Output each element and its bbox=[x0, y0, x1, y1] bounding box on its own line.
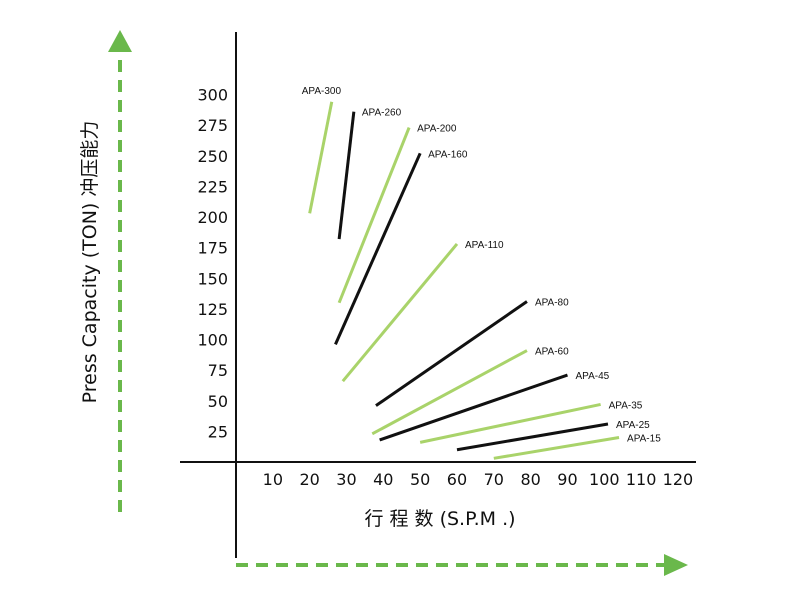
series-label-apa-25: APA-25 bbox=[616, 420, 650, 431]
series-line-apa-160 bbox=[334, 152, 422, 346]
series-line-apa-25 bbox=[456, 422, 609, 452]
series-label-apa-300: APA-300 bbox=[302, 86, 342, 97]
y-tick-label: 100 bbox=[197, 331, 228, 350]
y-tick-label: 300 bbox=[197, 86, 228, 105]
y-tick-labels: 25 50 75 100 125 150 175 200 225 250 275 300 bbox=[197, 86, 228, 442]
x-tick-label: 120 bbox=[663, 470, 694, 489]
y-axis-label: Press Capacity (TON) 冲压能力 bbox=[79, 121, 101, 404]
series-line-apa-110 bbox=[341, 242, 459, 383]
x-tick-label: 30 bbox=[336, 470, 356, 489]
y-tick-label: 175 bbox=[197, 239, 228, 258]
x-tick-label: 70 bbox=[484, 470, 504, 489]
series-label-apa-200: APA-200 bbox=[417, 124, 457, 135]
y-tick-label: 150 bbox=[197, 269, 228, 288]
series-line-apa-60 bbox=[371, 349, 528, 436]
y-tick-label: 50 bbox=[208, 392, 228, 411]
y-tick-label: 25 bbox=[208, 422, 228, 441]
y-tick-label: 225 bbox=[197, 177, 228, 196]
series-label-apa-110: APA-110 bbox=[465, 240, 504, 251]
series-label-apa-260: APA-260 bbox=[362, 108, 402, 119]
x-tick-labels: 10 20 30 40 50 60 70 80 90 100 110 120 bbox=[263, 470, 694, 489]
x-tick-label: 40 bbox=[373, 470, 393, 489]
series-label-apa-60: APA-60 bbox=[535, 347, 569, 358]
x-tick-label: 10 bbox=[263, 470, 283, 489]
x-tick-label: 90 bbox=[557, 470, 577, 489]
series-label-apa-160: APA-160 bbox=[428, 149, 468, 160]
y-tick-label: 125 bbox=[197, 300, 228, 319]
series-line-apa-15 bbox=[493, 436, 620, 460]
x-axis-label: 行 程 数 (S.P.M .) bbox=[364, 508, 515, 530]
series-label-apa-15: APA-15 bbox=[627, 434, 661, 445]
series-line-apa-45 bbox=[379, 373, 568, 442]
x-tick-label: 80 bbox=[520, 470, 540, 489]
series-lines: APA-300 APA-260 APA-200 APA-160 APA-110 APA-8… bbox=[302, 86, 661, 460]
y-tick-label: 275 bbox=[197, 116, 228, 135]
series-line-apa-35 bbox=[419, 402, 601, 444]
x-tick-label: 110 bbox=[626, 470, 657, 489]
series-line-apa-300 bbox=[308, 101, 334, 214]
x-tick-label: 100 bbox=[589, 470, 620, 489]
x-arrow bbox=[236, 554, 688, 576]
y-arrow bbox=[108, 30, 132, 512]
x-tick-label: 20 bbox=[299, 470, 319, 489]
x-tick-label: 60 bbox=[447, 470, 467, 489]
series-line-apa-80 bbox=[375, 300, 528, 407]
series-label-apa-35: APA-35 bbox=[609, 400, 643, 411]
x-tick-label: 50 bbox=[410, 470, 430, 489]
series-line-apa-200 bbox=[337, 127, 411, 304]
y-tick-label: 250 bbox=[197, 147, 228, 166]
series-label-apa-45: APA-45 bbox=[575, 371, 609, 382]
y-tick-label: 75 bbox=[208, 361, 228, 380]
series-label-apa-80: APA-80 bbox=[535, 298, 569, 309]
y-tick-label: 200 bbox=[197, 208, 228, 227]
series-line-apa-260 bbox=[337, 111, 356, 240]
